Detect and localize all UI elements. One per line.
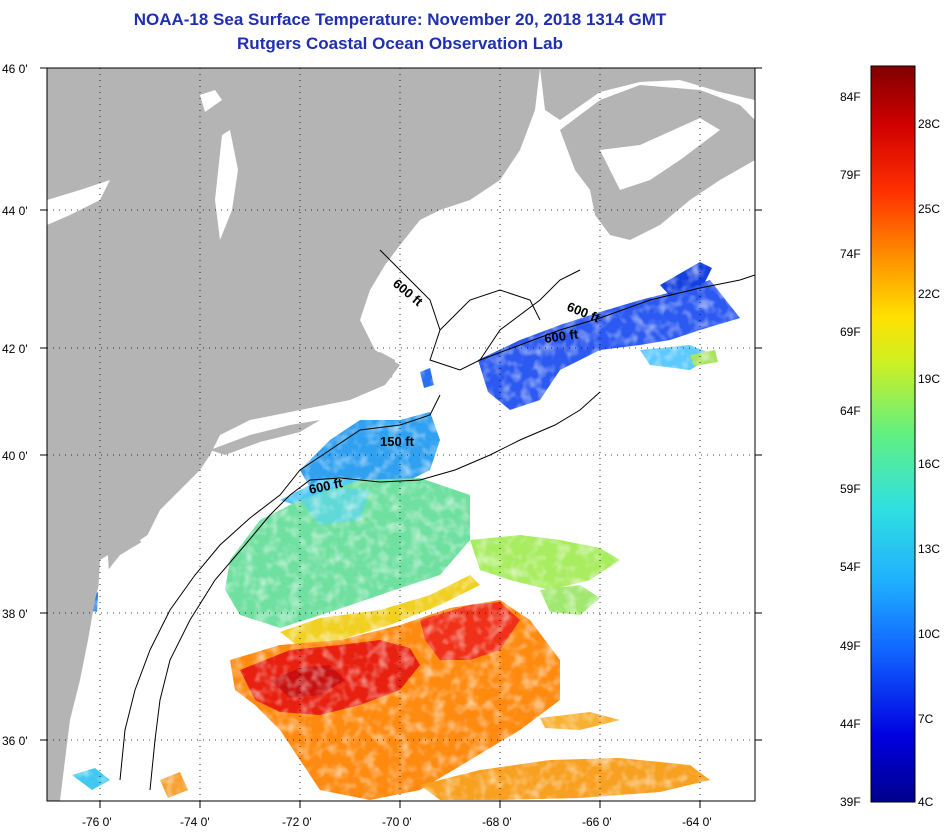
lat-label: 40 0' bbox=[2, 449, 28, 463]
colorbar-c-label: 7C bbox=[918, 712, 934, 726]
inland-water-lake-1 bbox=[200, 90, 222, 112]
lat-label: 36 0' bbox=[2, 734, 28, 748]
inland-water-delaware-bay bbox=[140, 530, 160, 560]
colorbar-c-label: 28C bbox=[918, 117, 940, 131]
colorbar-c-label: 16C bbox=[918, 457, 940, 471]
colorbar-f-label: 54F bbox=[840, 560, 861, 574]
colorbar-gradient bbox=[870, 65, 916, 803]
lon-label: -72 0' bbox=[282, 815, 312, 829]
lon-labels: -76 0' -74 0' -72 0' -70 0' -68 0' -66 0… bbox=[82, 815, 712, 829]
contour-label: 150 ft bbox=[380, 434, 415, 449]
bathymetry-contours bbox=[119, 249, 755, 791]
colorbar-f-label: 49F bbox=[840, 639, 861, 653]
colorbar-c-label: 25C bbox=[918, 202, 940, 216]
colorbar-c-label: 4C bbox=[918, 795, 934, 809]
colorbar-f-label: 79F bbox=[840, 168, 861, 182]
grid-lines bbox=[47, 68, 755, 801]
contour-600ft-north bbox=[479, 274, 755, 361]
contour-label: 600 ft bbox=[543, 326, 579, 346]
inland-water-lake-champlain bbox=[215, 130, 238, 240]
lon-label: -70 0' bbox=[382, 815, 412, 829]
lon-label: -68 0' bbox=[482, 815, 512, 829]
colorbar-c-label: 19C bbox=[918, 372, 940, 386]
lat-label: 44 0' bbox=[2, 204, 28, 218]
contour-150ft bbox=[119, 394, 441, 781]
map-subtitle: Rutgers Coastal Ocean Observation Lab bbox=[237, 34, 563, 53]
lon-label: -66 0' bbox=[582, 815, 612, 829]
colorbar-c-label: 13C bbox=[918, 542, 940, 556]
lon-label: -64 0' bbox=[682, 815, 712, 829]
land-mainland bbox=[47, 68, 540, 801]
lat-label: 38 0' bbox=[2, 607, 28, 621]
lat-labels: 46 0' 44 0' 42 0' 40 0' 38 0' 36 0' bbox=[2, 62, 28, 748]
colorbar-f-label: 39F bbox=[840, 795, 861, 809]
land-new-brunswick bbox=[540, 68, 755, 120]
colorbar-f-label: 44F bbox=[840, 717, 861, 731]
colorbar-c-label: 10C bbox=[918, 627, 940, 641]
colorbar-f-label: 59F bbox=[840, 482, 861, 496]
colorbar-f-labels: 84F 79F 74F 69F 64F 59F 54F 49F 44F 39F bbox=[840, 90, 861, 809]
lon-ticks bbox=[99, 801, 701, 808]
contour-600ft-south bbox=[149, 391, 601, 791]
lon-label: -76 0' bbox=[82, 815, 112, 829]
lat-label: 42 0' bbox=[2, 342, 28, 356]
colorbar-f-label: 69F bbox=[840, 325, 861, 339]
contour-label: 600 ft bbox=[308, 475, 345, 497]
land-cape-cod bbox=[360, 352, 395, 378]
colorbar-f-label: 64F bbox=[840, 404, 861, 418]
lon-label: -74 0' bbox=[180, 815, 210, 829]
inland-water-lake-ontario bbox=[47, 180, 110, 225]
temperature-colorbar: 84F 79F 74F 69F 64F 59F 54F 49F 44F 39F … bbox=[840, 65, 940, 809]
contour-gulf-of-maine bbox=[379, 249, 581, 371]
inland-water-layer bbox=[47, 90, 720, 740]
plot-frame bbox=[46, 67, 756, 802]
colorbar-c-labels: 28C 25C 22C 19C 16C 13C 10C 7C 4C bbox=[918, 117, 940, 809]
colorbar-f-label: 84F bbox=[840, 90, 861, 104]
lat-label: 46 0' bbox=[2, 62, 28, 76]
land-long-island bbox=[210, 420, 320, 455]
map-title: NOAA-18 Sea Surface Temperature: Novembe… bbox=[133, 10, 667, 29]
colorbar-c-label: 22C bbox=[918, 287, 940, 301]
lat-ticks bbox=[40, 67, 762, 741]
inland-water-chesapeake bbox=[86, 555, 110, 740]
inland-water-bay-of-fundy bbox=[600, 118, 720, 190]
colorbar-f-label: 74F bbox=[840, 247, 861, 261]
